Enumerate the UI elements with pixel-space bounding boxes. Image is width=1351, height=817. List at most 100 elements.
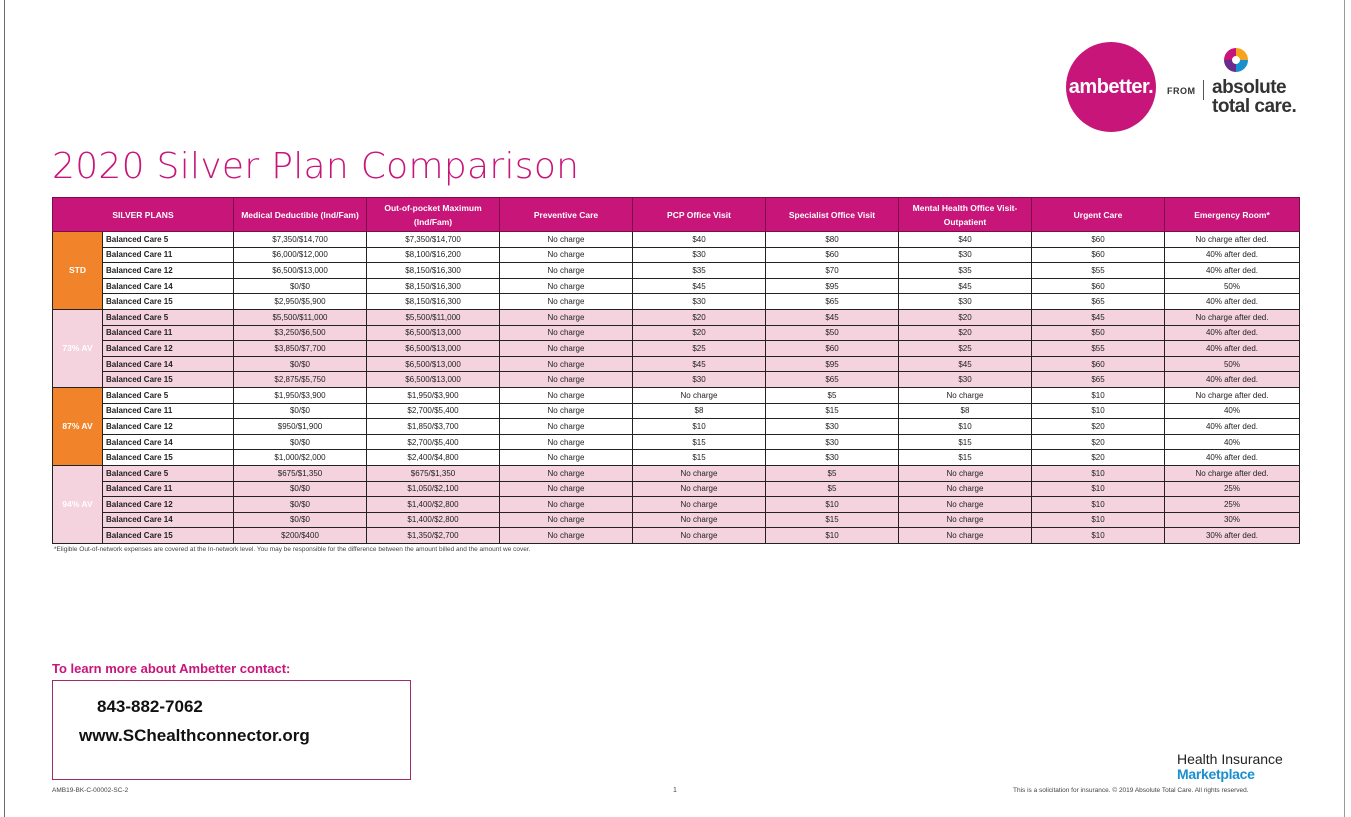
header-urgent-care: Urgent Care xyxy=(1031,197,1165,232)
cell-mental-health-visit: No charge xyxy=(898,464,1032,482)
cell-urgent-care: $20 xyxy=(1031,418,1165,435)
cell-out-of-pocket-max: $6,500/$13,000 xyxy=(366,371,500,388)
cell-urgent-care: $60 xyxy=(1031,355,1165,373)
partner-line-2: total care. xyxy=(1212,96,1297,117)
cell-mental-health-visit: $15 xyxy=(898,433,1032,451)
cell-plan-name: Balanced Care 12 xyxy=(102,262,234,279)
tier-group-label: 94% AV xyxy=(52,464,103,544)
ambetter-logo-text: ambetter. xyxy=(1068,75,1154,98)
cell-urgent-care: $60 xyxy=(1031,277,1165,295)
cell-preventive-care: No charge xyxy=(499,418,633,435)
cell-pcp-office-visit: $30 xyxy=(632,293,766,310)
table-row: STD Balanced Care 5 $7,350/$14,700 $7,350/$… xyxy=(52,231,1300,310)
cell-out-of-pocket-max: $8,150/$16,300 xyxy=(366,293,500,310)
table-row: Balanced Care 14 $0/$0 $6,500/$13,000 No ch… xyxy=(53,355,1300,373)
table-row: Balanced Care 14 $0/$0 $1,400/$2,800 No cha… xyxy=(53,511,1300,529)
cell-emergency-room: 40% after ded. xyxy=(1164,262,1300,279)
cell-medical-deductible: $0/$0 xyxy=(233,496,367,513)
cell-pcp-office-visit: $25 xyxy=(632,340,766,357)
header-specialist-office-visit: Specialist Office Visit xyxy=(765,197,899,232)
cell-preventive-care: No charge xyxy=(499,340,633,357)
cell-pcp-office-visit: $10 xyxy=(632,418,766,435)
cell-specialist-office-visit: $60 xyxy=(765,246,899,264)
table-header-row: SILVER PLANS Medical Deductible (Ind/Fam… xyxy=(52,197,1300,232)
cell-mental-health-visit: $30 xyxy=(898,246,1032,264)
cell-medical-deductible: $2,875/$5,750 xyxy=(233,371,367,388)
header-medical-deductible: Medical Deductible (Ind/Fam) xyxy=(233,197,367,232)
tier-group-label: STD xyxy=(52,231,103,310)
cell-specialist-office-visit: $15 xyxy=(765,402,899,420)
cell-specialist-office-visit: $30 xyxy=(765,449,899,466)
cell-urgent-care: $10 xyxy=(1031,402,1165,420)
cell-medical-deductible: $0/$0 xyxy=(233,355,367,373)
table-row: 73% AV Balanced Care 5 $5,500/$11,000 $5,50… xyxy=(52,308,1300,388)
document-code: AMB19-BK-C-00002-SC-2 xyxy=(52,787,129,794)
cell-emergency-room: 40% xyxy=(1164,433,1300,451)
cell-medical-deductible: $0/$0 xyxy=(233,433,367,451)
cell-urgent-care: $50 xyxy=(1031,324,1165,342)
cell-out-of-pocket-max: $8,150/$16,300 xyxy=(366,277,500,295)
cell-pcp-office-visit: No charge xyxy=(632,527,766,544)
contact-phone: 843-882-7062 xyxy=(97,697,203,716)
table-row: Balanced Care 15 $2,875/$5,750 $6,500/$13,… xyxy=(53,371,1300,388)
cell-medical-deductible: $0/$0 xyxy=(233,277,367,295)
table-row: Balanced Care 14 $0/$0 $8,150/$16,300 No ch… xyxy=(53,277,1300,295)
cell-pcp-office-visit: No charge xyxy=(632,480,766,498)
cell-pcp-office-visit: No charge xyxy=(632,464,766,482)
partner-line-1: absolute xyxy=(1212,77,1287,98)
cell-plan-name: Balanced Care 12 xyxy=(102,340,234,357)
cell-medical-deductible: $0/$0 xyxy=(233,511,367,529)
cell-pcp-office-visit: $30 xyxy=(632,246,766,264)
cell-preventive-care: No charge xyxy=(499,496,633,513)
cell-out-of-pocket-max: $1,350/$2,700 xyxy=(366,527,500,544)
cell-specialist-office-visit: $30 xyxy=(765,418,899,435)
cell-preventive-care: No charge xyxy=(499,262,633,279)
cell-pcp-office-visit: $20 xyxy=(632,308,766,326)
cell-out-of-pocket-max: $5,500/$11,000 xyxy=(366,308,500,326)
cell-out-of-pocket-max: $6,500/$13,000 xyxy=(366,340,500,357)
cell-preventive-care: No charge xyxy=(499,277,633,295)
cell-urgent-care: $10 xyxy=(1031,480,1165,498)
cell-preventive-care: No charge xyxy=(499,231,633,248)
table-row: Balanced Care 15 $1,000/$2,000 $2,400/$4,8… xyxy=(53,449,1300,466)
cell-medical-deductible: $200/$400 xyxy=(233,527,367,544)
cell-medical-deductible: $0/$0 xyxy=(233,402,367,420)
cell-plan-name: Balanced Care 11 xyxy=(102,402,234,420)
cell-plan-name: Balanced Care 5 xyxy=(102,308,234,326)
cell-pcp-office-visit: No charge xyxy=(632,386,766,404)
cell-pcp-office-visit: $8 xyxy=(632,402,766,420)
cell-emergency-room: 50% xyxy=(1164,355,1300,373)
marketplace-logo-line-1: Health Insurance xyxy=(1177,751,1283,767)
cell-preventive-care: No charge xyxy=(499,246,633,264)
contact-heading: To learn more about Ambetter contact: xyxy=(52,661,291,676)
cell-urgent-care: $10 xyxy=(1031,464,1165,482)
cell-urgent-care: $20 xyxy=(1031,449,1165,466)
cell-plan-name: Balanced Care 15 xyxy=(102,371,234,388)
cell-out-of-pocket-max: $2,400/$4,800 xyxy=(366,449,500,466)
cell-urgent-care: $10 xyxy=(1031,496,1165,513)
cell-plan-name: Balanced Care 15 xyxy=(102,449,234,466)
cell-plan-name: Balanced Care 14 xyxy=(102,511,234,529)
cell-specialist-office-visit: $45 xyxy=(765,308,899,326)
cell-urgent-care: $65 xyxy=(1031,293,1165,310)
cell-plan-name: Balanced Care 15 xyxy=(102,527,234,544)
cell-pcp-office-visit: $30 xyxy=(632,371,766,388)
cell-emergency-room: 40% after ded. xyxy=(1164,371,1300,388)
cell-pcp-office-visit: $15 xyxy=(632,449,766,466)
cell-out-of-pocket-max: $6,500/$13,000 xyxy=(366,324,500,342)
cell-specialist-office-visit: $5 xyxy=(765,386,899,404)
cell-specialist-office-visit: $15 xyxy=(765,511,899,529)
cell-specialist-office-visit: $50 xyxy=(765,324,899,342)
cell-specialist-office-visit: $80 xyxy=(765,231,899,248)
table-row: Balanced Care 14 $0/$0 $2,700/$5,400 No cha… xyxy=(53,433,1300,451)
cell-medical-deductible: $3,250/$6,500 xyxy=(233,324,367,342)
cell-mental-health-visit: $45 xyxy=(898,355,1032,373)
cell-urgent-care: $55 xyxy=(1031,340,1165,357)
cell-out-of-pocket-max: $1,050/$2,100 xyxy=(366,480,500,498)
cell-specialist-office-visit: $10 xyxy=(765,527,899,544)
cell-specialist-office-visit: $30 xyxy=(765,433,899,451)
cell-medical-deductible: $6,500/$13,000 xyxy=(233,262,367,279)
tier-group-label: 73% AV xyxy=(52,308,103,388)
footnote: *Eligible Out-of-network expenses are co… xyxy=(54,546,531,553)
cell-plan-name: Balanced Care 5 xyxy=(102,386,234,404)
